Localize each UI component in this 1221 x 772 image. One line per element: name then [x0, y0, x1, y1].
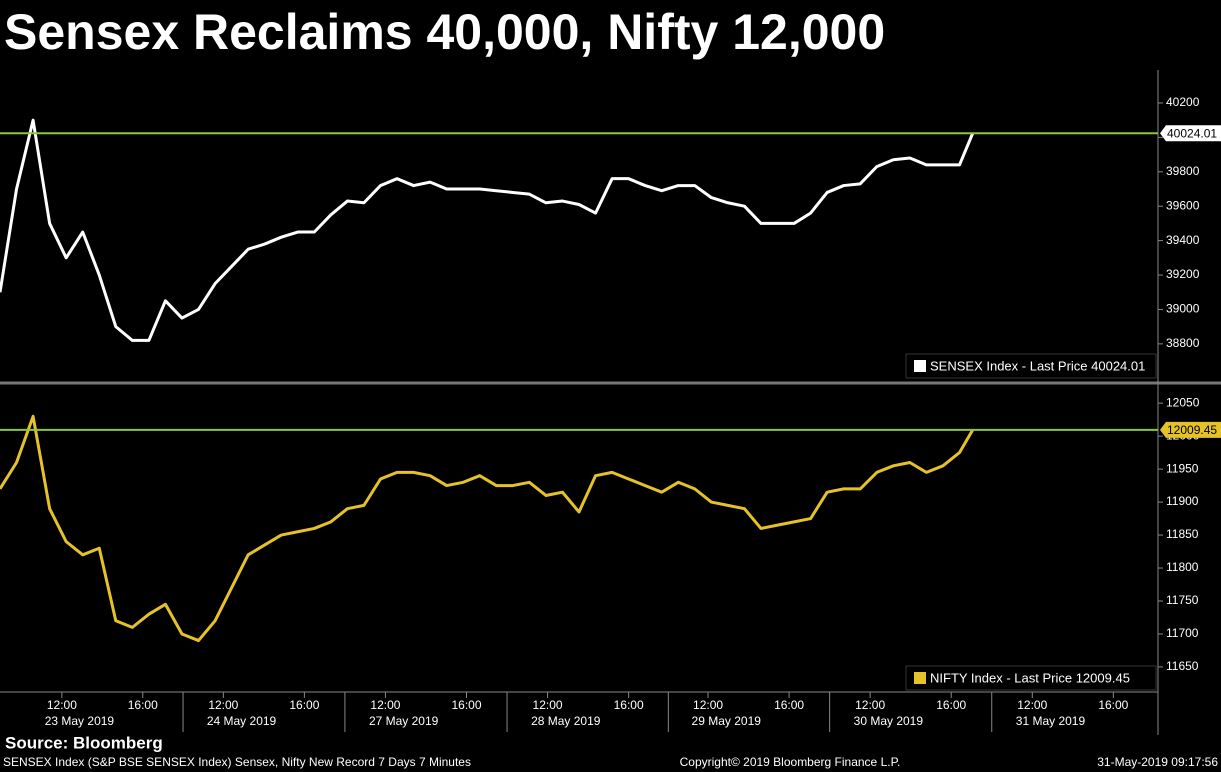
- x-tick-label: 16:00: [289, 698, 319, 712]
- y-tick-label: 11850: [1166, 527, 1199, 541]
- legend-box: [905, 665, 1157, 691]
- x-tick-label: 16:00: [1098, 698, 1128, 712]
- x-tick-label: 12:00: [47, 698, 77, 712]
- date-label: 31 May 2019: [1016, 714, 1086, 728]
- legend-label: NIFTY Index - Last Price 12009.45: [930, 670, 1130, 685]
- x-tick-label: 12:00: [1017, 698, 1047, 712]
- y-tick-label: 11750: [1166, 593, 1199, 607]
- x-tick-label: 16:00: [614, 698, 644, 712]
- y-tick-label: 11650: [1166, 659, 1199, 673]
- last-price-tag: [1160, 421, 1221, 438]
- series-line: [0, 414, 975, 643]
- y-tick-label: 39200: [1166, 267, 1200, 281]
- legend-box: [905, 353, 1157, 379]
- legend-label: SENSEX Index - Last Price 40024.01: [930, 358, 1145, 373]
- last-price-tag: [1160, 125, 1221, 142]
- x-tick-label: 16:00: [936, 698, 966, 712]
- footer-left: SENSEX Index (S&P BSE SENSEX Index) Sens…: [3, 755, 471, 769]
- x-tick-label: 12:00: [693, 698, 723, 712]
- date-label: 27 May 2019: [369, 714, 439, 728]
- y-tick-label: 11950: [1166, 461, 1199, 475]
- x-tick-label: 12:00: [533, 698, 563, 712]
- y-tick-label: 39400: [1166, 233, 1200, 247]
- legend-swatch: [914, 360, 926, 372]
- date-label: 30 May 2019: [854, 714, 924, 728]
- date-label: 29 May 2019: [692, 714, 762, 728]
- y-tick-label: 11700: [1166, 626, 1199, 640]
- last-price-label: 40024.01: [1167, 126, 1217, 140]
- y-tick-label: 12050: [1166, 395, 1200, 409]
- x-tick-label: 12:00: [855, 698, 885, 712]
- series-line: [0, 118, 975, 342]
- y-tick-label: 39000: [1166, 302, 1200, 316]
- legend-swatch: [914, 672, 926, 684]
- y-tick-label: 11900: [1166, 494, 1199, 508]
- x-tick-label: 16:00: [774, 698, 804, 712]
- x-tick-label: 16:00: [128, 698, 158, 712]
- chart-title: Sensex Reclaims 40,000, Nifty 12,000: [4, 4, 885, 60]
- x-tick-label: 16:00: [451, 698, 481, 712]
- footer-center: Copyright© 2019 Bloomberg Finance L.P.: [680, 755, 901, 769]
- y-tick-label: 11800: [1166, 560, 1199, 574]
- date-label: 23 May 2019: [45, 714, 115, 728]
- x-tick-label: 12:00: [208, 698, 238, 712]
- y-tick-label: 39600: [1166, 198, 1200, 212]
- footer-right: 31-May-2019 09:17:56: [1097, 755, 1218, 769]
- y-tick-label: 40200: [1166, 95, 1200, 109]
- date-label: 24 May 2019: [207, 714, 277, 728]
- last-price-label: 12009.45: [1167, 423, 1217, 437]
- date-label: 28 May 2019: [531, 714, 601, 728]
- x-tick-label: 12:00: [370, 698, 400, 712]
- y-tick-label: 39800: [1166, 164, 1200, 178]
- y-tick-label: 38800: [1166, 336, 1200, 350]
- source: Source: Bloomberg: [5, 733, 163, 752]
